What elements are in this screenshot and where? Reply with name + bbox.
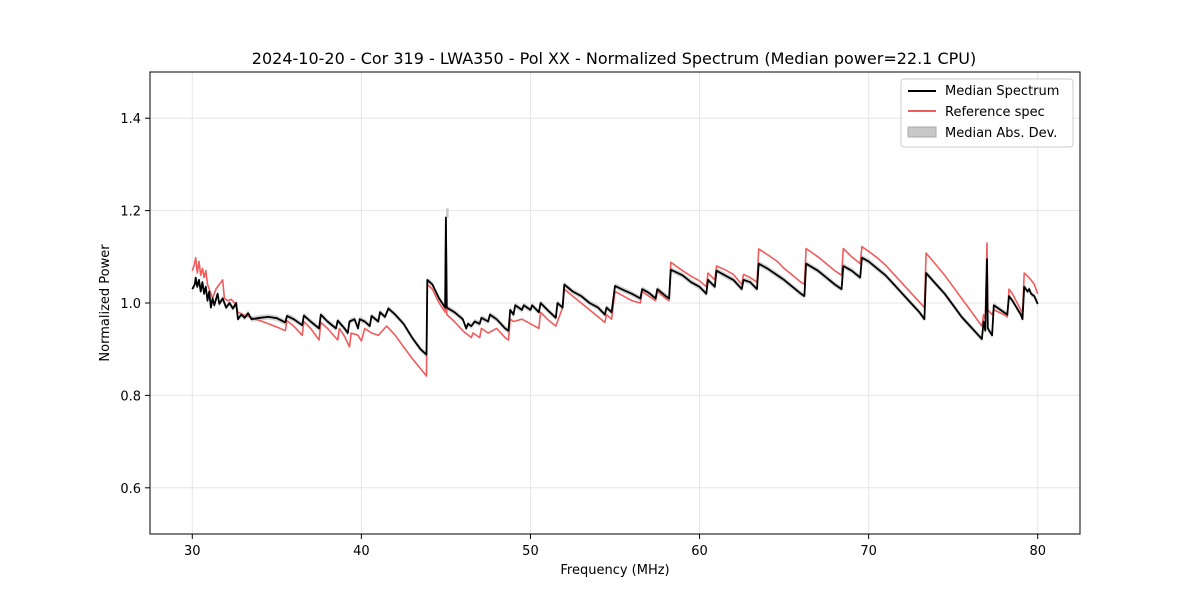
y-tick-label: 0.8: [120, 389, 141, 404]
x-tick-label: 40: [353, 544, 370, 559]
legend-label-reference-spec: Reference spec: [945, 105, 1045, 120]
median-series-layer: [191, 216, 1039, 356]
y-tick-label: 1.4: [120, 112, 141, 127]
reference-spec-line: [191, 219, 1039, 377]
plot-series-group: [191, 208, 1039, 377]
chart-title: 2024-10-20 - Cor 319 - LWA350 - Pol XX -…: [252, 49, 976, 68]
reference-series-layer: [191, 219, 1039, 377]
legend-swatch-median-abs-dev: [907, 126, 937, 138]
y-tick-label: 1.2: [120, 205, 141, 220]
x-axis-ticks: 30 40 50 60 70 80: [184, 534, 1046, 559]
y-axis-ticks: 0.6 0.8 1.0 1.2 1.4: [120, 112, 150, 497]
y-axis-title: Normalized Power: [98, 244, 113, 362]
x-tick-label: 50: [522, 544, 539, 559]
median-spectrum-line: [191, 216, 1039, 356]
x-tick-label: 60: [691, 544, 708, 559]
y-tick-label: 1.0: [120, 297, 141, 312]
legend-label-median-spectrum: Median Spectrum: [945, 84, 1059, 99]
legend-label-median-abs-dev: Median Abs. Dev.: [945, 126, 1057, 141]
legend: Median Spectrum Reference spec Median Ab…: [900, 78, 1074, 148]
y-tick-label: 0.6: [120, 482, 141, 497]
x-tick-label: 70: [860, 544, 877, 559]
x-tick-label: 30: [184, 544, 201, 559]
legend-frame: [900, 78, 1074, 148]
x-tick-label: 80: [1029, 544, 1046, 559]
x-axis-title: Frequency (MHz): [560, 563, 669, 578]
